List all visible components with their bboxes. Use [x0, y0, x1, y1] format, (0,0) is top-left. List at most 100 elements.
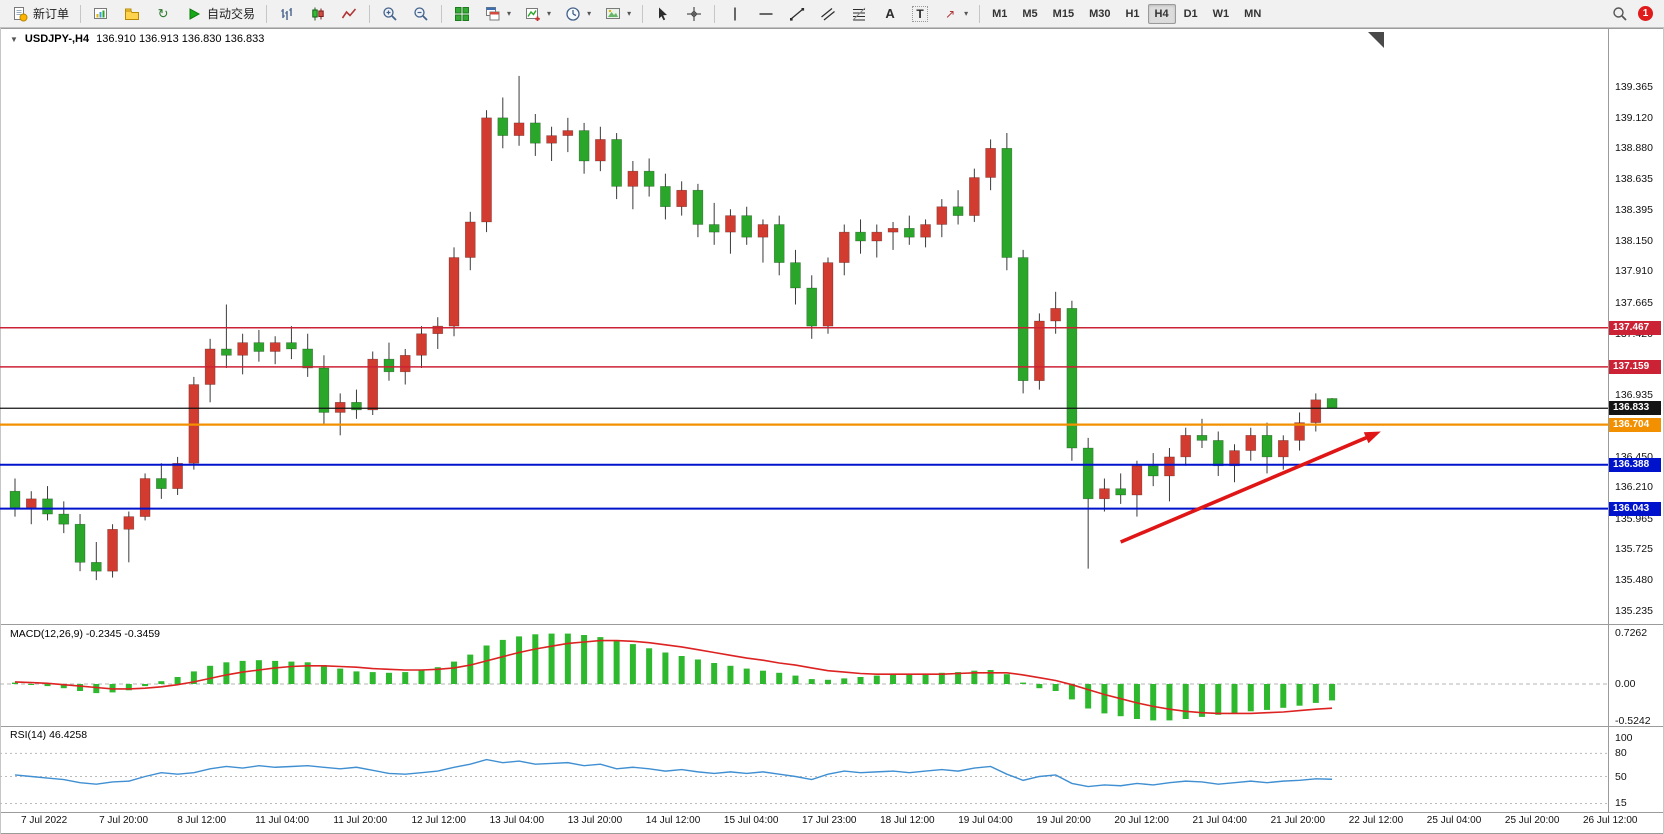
timeframe-w1-button[interactable]: W1	[1212, 7, 1230, 20]
toolbar-separator	[441, 4, 443, 23]
timeframe-d1-button[interactable]: D1	[1183, 7, 1198, 20]
refresh-button[interactable]: ↻	[148, 2, 178, 26]
text-label-button[interactable]: T	[906, 2, 934, 26]
windows-button[interactable]: ▾	[478, 2, 517, 26]
timeframe-m5-button[interactable]: M5	[1022, 7, 1038, 20]
text-button[interactable]: A	[875, 2, 905, 26]
new-chart-icon	[92, 5, 110, 23]
profiles-button[interactable]	[117, 2, 147, 26]
new-chart-button[interactable]	[86, 2, 116, 26]
macd-histogram-bar	[1182, 684, 1189, 719]
macd-histogram-bar	[1231, 684, 1238, 714]
templates-button[interactable]: ▾	[598, 2, 637, 26]
search-button[interactable]	[1605, 2, 1635, 26]
macd-histogram-bar	[1247, 684, 1254, 712]
macd-histogram-bar	[1036, 684, 1043, 689]
tile-windows-button[interactable]	[447, 2, 477, 26]
macd-histogram-bar	[694, 659, 701, 684]
macd-histogram-bar	[532, 634, 539, 684]
periods-button[interactable]: ▾	[558, 2, 597, 26]
timeframe-m30-button[interactable]: M30	[1089, 7, 1111, 20]
macd-histogram-bar	[1198, 684, 1205, 717]
macd-histogram-bar	[369, 672, 376, 684]
zoom-out-button[interactable]	[406, 2, 436, 26]
candlestick-chart-button[interactable]	[303, 2, 333, 26]
macd-histogram-bar	[60, 684, 67, 689]
macd-histogram-bar	[759, 670, 766, 684]
macd-histogram-bar	[142, 684, 149, 687]
indicators-button[interactable]: ▾	[518, 2, 557, 26]
macd-histogram-bar	[955, 672, 962, 684]
notification-badge[interactable]: 1	[1638, 6, 1653, 21]
macd-histogram-bar	[613, 640, 620, 684]
timeframe-m1-button[interactable]: M1	[992, 7, 1008, 20]
timeframe-mn-button[interactable]: MN	[1244, 7, 1262, 20]
toolbar-separator	[80, 4, 82, 23]
vertical-line-button[interactable]	[720, 2, 750, 26]
macd-histogram-bar	[402, 672, 409, 684]
macd-histogram-bar	[792, 675, 799, 684]
rsi-indicator-label: RSI(14) 46.4258	[10, 729, 88, 741]
timeframe-h4-button[interactable]: H4	[1147, 3, 1176, 24]
macd-histogram-bar	[890, 674, 897, 684]
macd-histogram-bar	[857, 677, 864, 684]
channel-icon	[819, 5, 837, 23]
line-chart-button[interactable]	[334, 2, 364, 26]
macd-histogram-bar	[597, 637, 604, 684]
macd-histogram-bar	[467, 654, 474, 684]
autotrading-button[interactable]: 自动交易	[179, 2, 261, 26]
crosshair-button[interactable]	[679, 2, 709, 26]
new-order-button[interactable]: 新订单	[5, 2, 75, 26]
trendline-button[interactable]	[782, 2, 812, 26]
macd-histogram-bar	[1003, 674, 1010, 684]
channel-button[interactable]	[813, 2, 843, 26]
trend-arrow[interactable]	[1119, 433, 1373, 544]
timeframe-h1-button[interactable]: H1	[1125, 7, 1140, 20]
macd-histogram-bar	[304, 662, 311, 684]
macd-histogram-bar	[28, 684, 35, 685]
macd-histogram-bar	[125, 684, 132, 691]
fibonacci-button[interactable]	[844, 2, 874, 26]
indicators-dropdown-caret: ▾	[547, 9, 552, 18]
macd-histogram-bar	[44, 684, 51, 687]
macd-histogram-bar	[776, 672, 783, 684]
bar-chart-button[interactable]	[272, 2, 302, 26]
main-toolbar: 新订单 ↻ 自动交易	[0, 0, 1664, 28]
periods-dropdown-caret: ▾	[587, 9, 592, 18]
periods-clock-icon	[564, 5, 582, 23]
arrows-dropdown-caret: ▾	[964, 9, 969, 18]
candles	[9, 75, 1338, 581]
macd-histogram-bar	[971, 670, 978, 684]
cursor-button[interactable]	[648, 2, 678, 26]
macd-histogram-bar	[1264, 684, 1271, 710]
macd-histogram-bar	[678, 656, 685, 684]
macd-histogram-bar	[1101, 684, 1108, 714]
macd-histogram-bar	[255, 660, 262, 684]
macd-histogram-bar	[564, 633, 571, 684]
line-chart-icon	[340, 5, 358, 23]
macd-histogram-bar	[727, 665, 734, 684]
horizontal-line-button[interactable]	[751, 2, 781, 26]
macd-histogram-bar	[1215, 684, 1222, 715]
macd-histogram-bar	[516, 636, 523, 684]
windows-dropdown-caret: ▾	[507, 9, 512, 18]
new-order-icon	[11, 5, 29, 23]
chart-collapse-icon[interactable]: ▼	[10, 34, 18, 44]
crosshair-icon	[685, 5, 703, 23]
macd-histogram-bar	[1068, 684, 1075, 700]
macd-histogram-bar	[825, 679, 831, 684]
zoom-in-button[interactable]	[375, 2, 405, 26]
macd-histogram-bar	[629, 644, 636, 684]
macd-histogram-bar	[1280, 684, 1287, 708]
macd-histogram-bar	[337, 668, 344, 684]
chart-ohlc-values: 136.910 136.913 136.830 136.833	[96, 33, 265, 45]
arrows-button[interactable]: ↗ ▾	[935, 2, 974, 26]
macd-histogram-bar	[1052, 684, 1059, 691]
chart-shift-marker[interactable]	[1368, 32, 1384, 48]
macd-histogram-bar	[662, 652, 669, 684]
refresh-icon: ↻	[157, 5, 169, 21]
text-a-icon: A	[885, 6, 895, 21]
macd-histogram-bar	[581, 635, 588, 684]
timeframe-m15-button[interactable]: M15	[1052, 7, 1075, 20]
